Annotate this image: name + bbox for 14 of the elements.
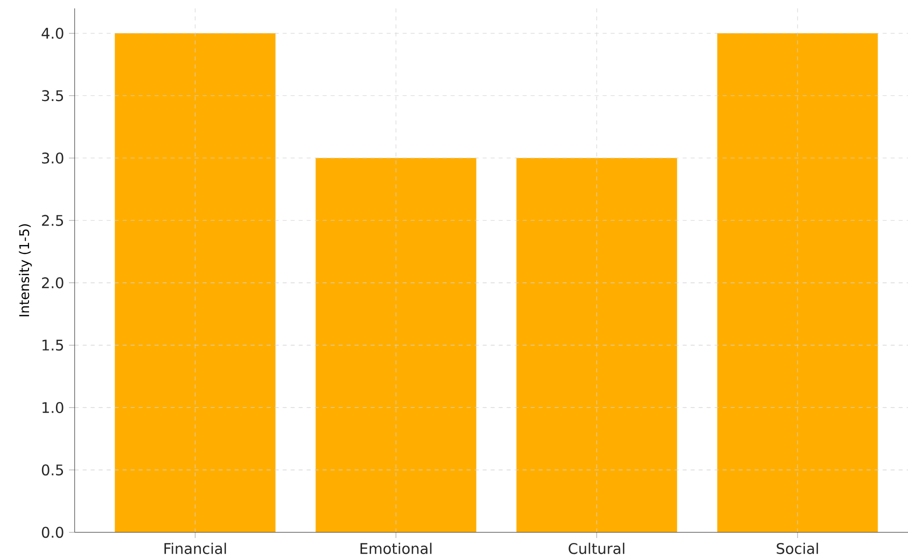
y-tick-label: 3.0 <box>42 152 64 164</box>
y-axis-title: Intensity (1-5) <box>18 224 32 316</box>
y-tick-label: 1.5 <box>42 340 63 351</box>
y-tick-label: 0.0 <box>42 526 64 538</box>
y-tick-label: 2.0 <box>42 277 64 288</box>
y-tick-label: 3.5 <box>42 90 63 102</box>
x-tick-label: Financial <box>164 542 226 554</box>
x-tick-label: Social <box>776 542 818 554</box>
x-tick-label: Emotional <box>360 542 432 554</box>
y-tick-label: 1.0 <box>42 402 64 414</box>
x-tick-label: Cultural <box>568 542 624 554</box>
y-tick-label: 4.0 <box>42 28 64 39</box>
y-tick-label: 0.5 <box>42 464 63 476</box>
y-tick-label: 2.5 <box>42 214 63 226</box>
